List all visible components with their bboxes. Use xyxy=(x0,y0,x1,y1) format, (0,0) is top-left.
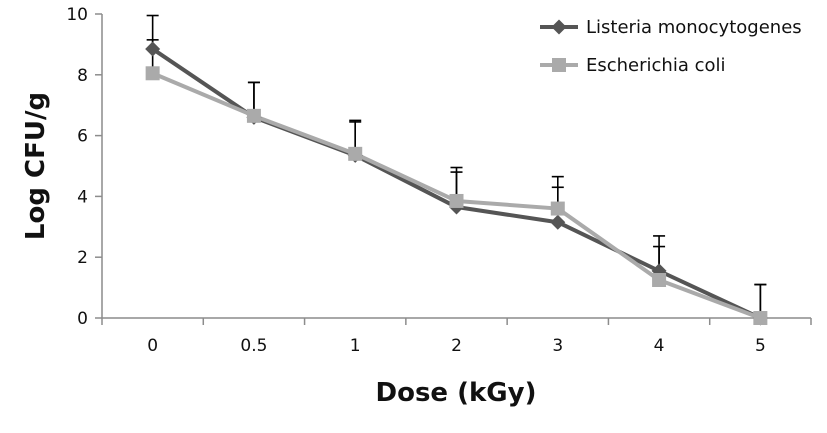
data-point-listeria xyxy=(550,214,566,230)
data-point-ecoli xyxy=(550,201,565,216)
legend-label: Listeria monocytogenes xyxy=(586,17,802,38)
data-point-listeria xyxy=(145,41,161,57)
data-point-ecoli xyxy=(753,311,768,325)
y-tick-label: 0 xyxy=(77,309,88,329)
x-tick-label: 2 xyxy=(451,336,462,356)
legend: Listeria monocytogenes Escherichia coli xyxy=(540,17,802,76)
x-tick-label: 0.5 xyxy=(240,336,267,356)
x-tick-label: 1 xyxy=(350,336,361,356)
legend-label: Escherichia coli xyxy=(586,55,726,76)
y-tick-label: 4 xyxy=(77,187,88,207)
x-tick-label: 3 xyxy=(552,336,563,356)
data-point-ecoli xyxy=(652,273,667,287)
data-point-ecoli xyxy=(246,108,261,123)
legend-marker xyxy=(551,19,567,35)
data-point-ecoli xyxy=(449,193,464,208)
data-point-ecoli xyxy=(348,146,363,161)
x-tick-label: 0 xyxy=(147,336,158,356)
legend-marker xyxy=(552,58,566,72)
x-axis-title: Dose (kGy) xyxy=(376,378,537,408)
y-tick-label: 6 xyxy=(77,127,88,147)
data-point-ecoli xyxy=(145,66,160,81)
series-markers xyxy=(145,41,768,326)
y-tick-label: 10 xyxy=(66,5,88,25)
axes xyxy=(101,14,811,319)
x-ticks: 0 0.5 1 2 3 4 5 xyxy=(101,318,812,356)
y-ticks: 0 2 4 6 8 10 xyxy=(66,5,102,329)
y-tick-label: 8 xyxy=(77,66,88,86)
y-axis-title: Log CFU/g xyxy=(21,92,51,240)
y-tick-label: 2 xyxy=(77,248,88,268)
x-tick-label: 4 xyxy=(654,336,665,356)
x-tick-label: 5 xyxy=(755,336,766,356)
